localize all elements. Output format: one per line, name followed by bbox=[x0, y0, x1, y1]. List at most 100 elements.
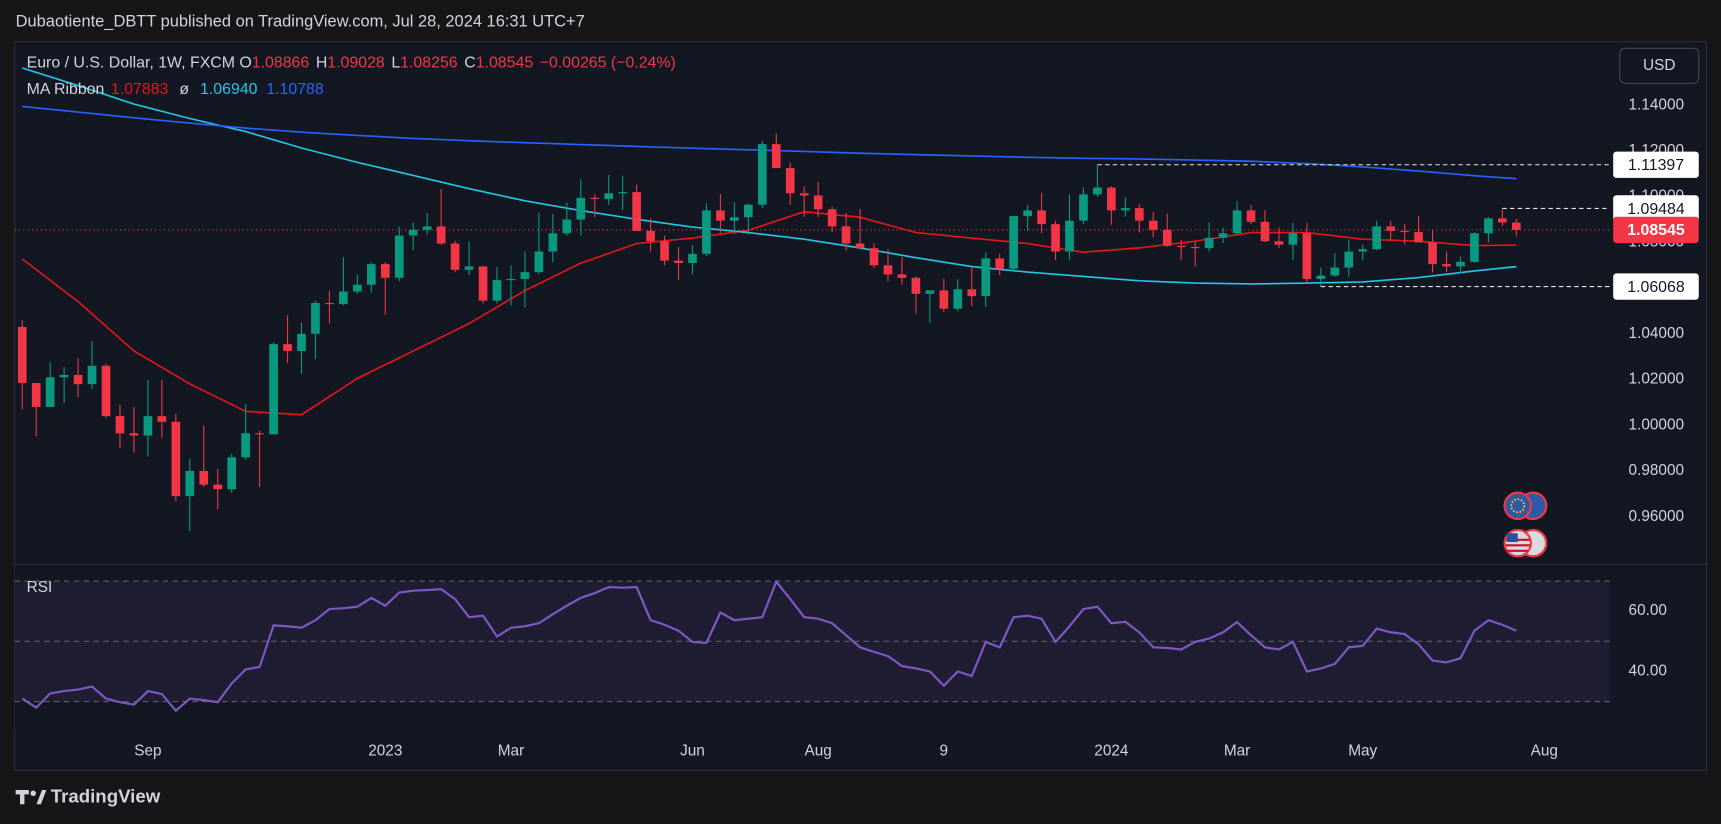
candle-body bbox=[283, 344, 292, 351]
candle-body bbox=[199, 470, 209, 485]
ma-symbol: ø bbox=[179, 81, 189, 98]
candle-body bbox=[478, 266, 488, 301]
candle-body bbox=[897, 274, 907, 278]
candle-body bbox=[716, 210, 725, 221]
x-tick-label: Sep bbox=[134, 743, 161, 760]
eu-flag[interactable] bbox=[1503, 491, 1532, 521]
x-tick-label: Aug bbox=[1531, 743, 1558, 760]
candle-body bbox=[925, 290, 935, 294]
level-label: 1.09484 bbox=[1627, 201, 1685, 218]
currency-button[interactable] bbox=[1619, 47, 1700, 84]
candle-body bbox=[548, 233, 558, 252]
candle-body bbox=[1302, 233, 1312, 279]
candle-body bbox=[1037, 210, 1046, 225]
level-box bbox=[1613, 195, 1699, 222]
candle-body bbox=[911, 277, 921, 294]
candle-body bbox=[255, 433, 264, 435]
candle-body bbox=[883, 265, 893, 275]
candle-body bbox=[939, 290, 949, 309]
candle-body bbox=[1316, 275, 1326, 279]
candle-body bbox=[115, 416, 125, 434]
y-tick-label: 1.02000 bbox=[1629, 371, 1685, 388]
y-tick-label: 0.96000 bbox=[1629, 508, 1685, 525]
symbol: Euro / U.S. Dollar, 1W, FXCM bbox=[27, 55, 235, 72]
ohlc-label: O bbox=[239, 55, 251, 72]
ma-line bbox=[21, 67, 1517, 285]
candle-body bbox=[1065, 220, 1074, 252]
candle-body bbox=[674, 260, 683, 263]
level-label: 1.06068 bbox=[1627, 279, 1685, 296]
candle-body bbox=[450, 243, 460, 270]
ohlc-label: L bbox=[391, 55, 400, 72]
candle-body bbox=[632, 192, 641, 231]
candle-body bbox=[869, 248, 879, 266]
candle-body bbox=[1456, 261, 1465, 267]
candle-body bbox=[1428, 242, 1437, 265]
candle-body bbox=[227, 457, 237, 490]
x-tick-label: 2023 bbox=[368, 743, 402, 760]
candle-body bbox=[325, 302, 334, 305]
candle-body bbox=[408, 229, 418, 236]
candle-body bbox=[702, 210, 711, 254]
us-canton bbox=[1506, 533, 1518, 543]
candle-body bbox=[213, 484, 223, 490]
ohlc-value: 1.08256 bbox=[400, 55, 458, 72]
candle-body bbox=[618, 192, 627, 194]
candle-body bbox=[101, 365, 111, 417]
logo-mark bbox=[30, 790, 36, 797]
candle-body bbox=[73, 374, 83, 385]
candle-body bbox=[366, 264, 376, 285]
rsi-tick-label: 60.00 bbox=[1629, 602, 1667, 619]
candle-body bbox=[1386, 226, 1395, 231]
event-flags[interactable] bbox=[1503, 491, 1548, 558]
change: −0.00265 (−0.24%) bbox=[540, 55, 676, 72]
candle-body bbox=[339, 291, 348, 305]
candle-body bbox=[1079, 194, 1088, 221]
candle-body bbox=[1344, 251, 1354, 268]
ohlc-value: 1.08545 bbox=[476, 55, 534, 72]
ohlc-value: 1.08866 bbox=[252, 55, 310, 72]
candle-body bbox=[1162, 229, 1172, 246]
ma-value: 1.10788 bbox=[266, 81, 324, 98]
y-tick-label: 0.98000 bbox=[1629, 462, 1685, 479]
candle-body bbox=[1260, 221, 1270, 242]
candle-body bbox=[995, 258, 1005, 269]
candle-body bbox=[646, 230, 655, 242]
candle-body bbox=[1009, 216, 1018, 269]
candle-body bbox=[1470, 233, 1479, 262]
level-box bbox=[1613, 151, 1699, 178]
candle-body bbox=[1512, 222, 1521, 230]
candle-body bbox=[31, 382, 41, 407]
candle-body bbox=[380, 264, 390, 278]
candle-body bbox=[590, 197, 600, 199]
rsi-tick-label: 40.00 bbox=[1629, 663, 1667, 680]
publish-header: Dubaotiente_DBTT published on TradingVie… bbox=[16, 12, 585, 30]
rsi-label: RSI bbox=[27, 579, 53, 596]
candle-body bbox=[953, 289, 963, 309]
candle-body bbox=[394, 235, 404, 278]
candle-body bbox=[1274, 241, 1284, 245]
candle-body bbox=[1134, 208, 1144, 221]
candle-body bbox=[353, 284, 362, 292]
candle-body bbox=[1414, 232, 1423, 243]
candle-body bbox=[17, 326, 27, 383]
candle-body bbox=[311, 302, 320, 334]
candle-body bbox=[157, 416, 167, 422]
candle-body bbox=[1148, 220, 1158, 230]
y-tick-label: 1.14000 bbox=[1629, 96, 1685, 113]
ohlc-label: H bbox=[316, 55, 327, 72]
candle-body bbox=[1218, 233, 1228, 238]
candle-body bbox=[464, 266, 474, 270]
candle-body bbox=[1330, 267, 1340, 276]
last-price-box bbox=[1613, 216, 1699, 244]
candle-body bbox=[744, 204, 753, 218]
x-tick-label: Mar bbox=[1224, 743, 1250, 760]
candle-body bbox=[981, 258, 991, 297]
currency-label[interactable]: USD bbox=[1643, 57, 1675, 74]
x-tick-label: Jun bbox=[680, 743, 705, 760]
candle-body bbox=[1051, 224, 1060, 252]
candle-body bbox=[1498, 218, 1507, 223]
candle-body bbox=[171, 421, 181, 497]
ohlc-label: C bbox=[464, 55, 475, 72]
